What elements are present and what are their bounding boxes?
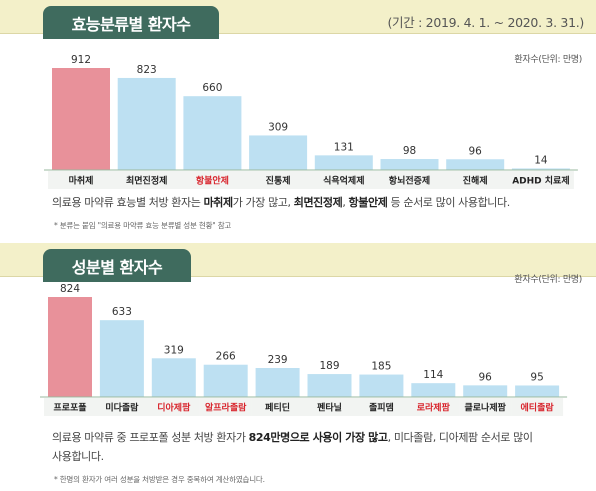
value-label: 309 — [268, 121, 288, 133]
value-label: 96 — [469, 145, 483, 157]
bar — [380, 159, 439, 170]
category-label: 에티졸람 — [521, 402, 555, 414]
value-label: 239 — [268, 354, 288, 366]
category-label-box — [48, 171, 114, 189]
category-label: 항불안제 — [196, 175, 229, 187]
bar — [515, 385, 560, 397]
value-label: 912 — [71, 54, 91, 66]
bar — [511, 168, 570, 170]
bar — [307, 374, 352, 397]
section-title: 효능분류별 환자수 — [43, 6, 219, 39]
value-label: 633 — [112, 306, 132, 318]
value-label: 266 — [216, 351, 236, 363]
bar — [151, 358, 196, 397]
section-title: 성분별 환자수 — [43, 249, 191, 282]
category-label: ADHD 치료제 — [512, 175, 569, 187]
category-label-box — [459, 398, 512, 416]
bar — [314, 155, 373, 170]
category-label-box — [442, 171, 509, 189]
category-label: 식욕억제제 — [323, 175, 364, 187]
category-label-box — [113, 171, 180, 189]
category-label-box — [310, 171, 377, 189]
value-label: 824 — [60, 283, 80, 295]
value-label: 319 — [164, 344, 184, 356]
bar — [117, 77, 176, 170]
category-label-box — [95, 398, 148, 416]
category-label-box — [376, 171, 443, 189]
category-label: 진해제 — [463, 175, 488, 187]
ingredient-bar-chart: 824 프로포폴 633 미다졸람 319 디아제팜 266 알프라졸람 239 페티딘 189 펜타… — [40, 283, 568, 416]
category-label-box — [511, 398, 564, 416]
bar — [203, 364, 248, 397]
description: 의료용 마약류 중 프로포폴 성분 처방 환자가 824만명으로 사용이 가장 … — [52, 431, 533, 463]
category-label-box — [407, 398, 460, 416]
bar — [359, 374, 404, 397]
unit-label: 환자수(단위: 만명) — [514, 55, 582, 65]
category-label-box — [147, 398, 200, 416]
value-label: 14 — [534, 154, 548, 166]
category-label: 미다졸람 — [105, 402, 139, 414]
footnote: * 한명의 환자가 여러 성분을 처방받은 경우 중복하여 계산하였습니다. — [54, 475, 265, 484]
panel-efficacy: 효능분류별 환자수 (기간 : 2019. 4. 1. ~ 2020. 3. 3… — [0, 0, 596, 240]
category-label: 항뇌전증제 — [389, 175, 430, 187]
footnote: * 분류는 붙임 "의료용 마약류 효능 분류별 성분 현황" 참고 — [54, 221, 232, 230]
category-label: 디아제팜 — [157, 402, 191, 414]
value-label: 131 — [334, 141, 354, 153]
category-label-box — [355, 398, 408, 416]
category-label: 프로포폴 — [53, 403, 86, 414]
panel-ingredient: 성분별 환자수 환자수(단위: 만명) 824 프로포폴 633 미다졸람 319 디아제… — [0, 243, 596, 491]
category-label: 알프라졸람 — [205, 402, 247, 414]
efficacy-bar-chart: 912 마취제 823 최면진정제 660 항불안제 309 진통제 131 식욕억제제 98 항뇌전… — [44, 54, 578, 189]
category-label-box — [251, 398, 304, 416]
category-label: 최면진정제 — [126, 175, 167, 187]
bar — [411, 383, 456, 397]
category-label-box — [303, 398, 356, 416]
value-label: 823 — [137, 64, 157, 76]
bar — [48, 297, 92, 397]
category-label-box — [245, 171, 312, 189]
category-label-box — [44, 398, 96, 416]
category-label-box — [179, 171, 246, 189]
bar — [183, 96, 242, 170]
category-label: 진통제 — [266, 175, 291, 187]
category-label: 로라제팜 — [417, 402, 451, 414]
bar — [99, 320, 144, 397]
category-label-box — [507, 171, 574, 189]
value-label: 96 — [479, 371, 493, 383]
category-label: 마취제 — [69, 175, 94, 187]
value-label: 114 — [423, 369, 443, 381]
description: 의료용 마약류 효능별 처방 환자는 마취제가 가장 많고, 최면진정제, 항불… — [52, 196, 510, 209]
category-label: 졸피뎀 — [369, 402, 394, 414]
bar — [255, 367, 300, 397]
category-label: 페티딘 — [265, 402, 290, 414]
bar — [249, 135, 308, 170]
value-label: 185 — [371, 361, 391, 373]
value-label: 189 — [319, 360, 339, 372]
value-label: 660 — [202, 82, 222, 94]
value-label: 95 — [530, 371, 543, 383]
bar — [463, 385, 508, 397]
bar — [52, 68, 110, 170]
category-label: 클로나제팜 — [464, 402, 506, 414]
period-label: (기간 : 2019. 4. 1. ~ 2020. 3. 31.) — [387, 15, 584, 30]
bar — [446, 159, 505, 170]
value-label: 98 — [403, 145, 416, 157]
category-label-box — [199, 398, 252, 416]
category-label: 펜타닐 — [317, 402, 342, 414]
unit-label: 환자수(단위: 만명) — [514, 275, 582, 285]
